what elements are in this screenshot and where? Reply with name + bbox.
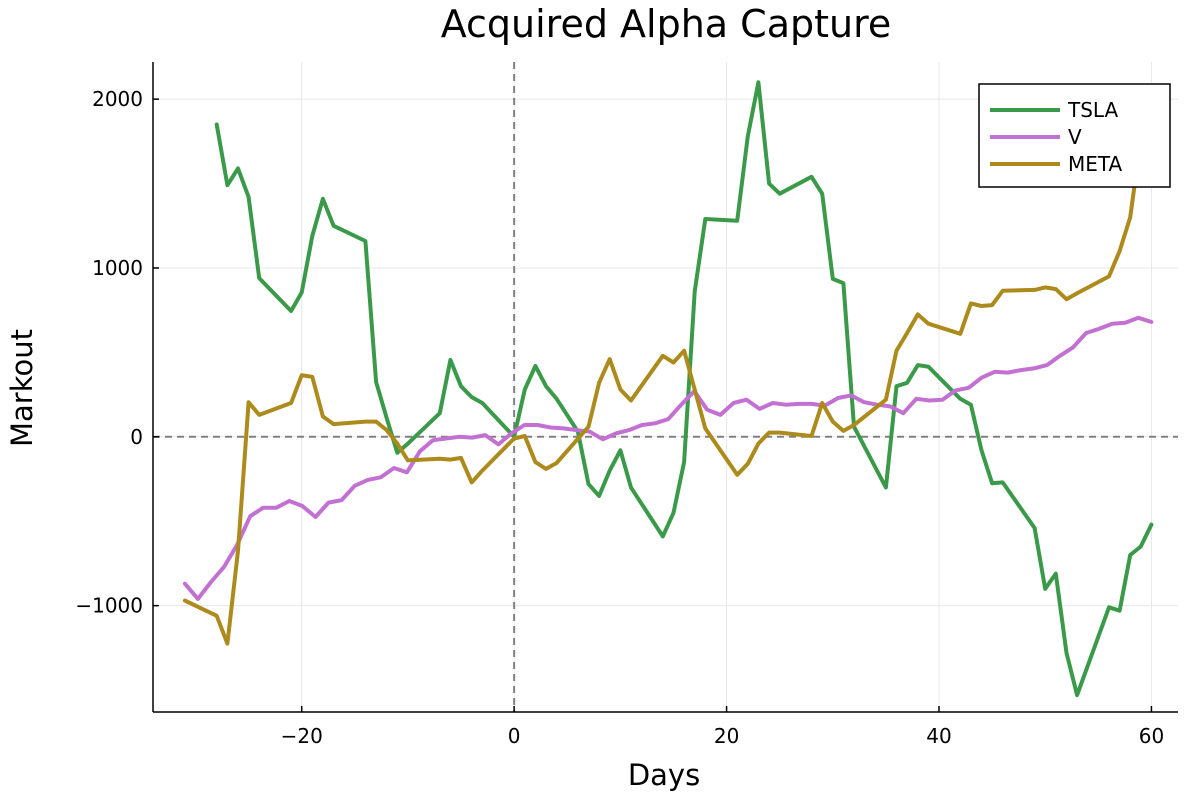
y-tick-label: 0 (130, 425, 143, 449)
series-line-tsla (214, 80, 1154, 698)
x-tick-label: 60 (1139, 724, 1164, 748)
x-axis-label: Days (628, 758, 700, 792)
y-axis-label: Markout (5, 329, 39, 447)
axes (152, 62, 1178, 713)
x-tick-label: −20 (281, 724, 323, 748)
tick-labels: −20 0 20 40 60 −1000 0 1000 2000 (75, 87, 1164, 748)
x-tick-label: 0 (508, 724, 521, 748)
legend-entries: TSLA V META (990, 98, 1123, 176)
legend-label-meta: META (1068, 152, 1123, 176)
y-tick-label: −1000 (75, 594, 143, 618)
reference-lines (153, 62, 1178, 712)
series-line-meta (182, 137, 1154, 646)
legend: TSLA V META (978, 83, 1171, 188)
y-tick-label: 1000 (92, 256, 143, 280)
legend-label-v: V (1068, 125, 1082, 149)
legend-label-tsla: TSLA (1067, 98, 1119, 122)
y-tick-label: 2000 (92, 87, 143, 111)
x-tick-label: 20 (714, 724, 739, 748)
series-line-v (182, 315, 1154, 601)
x-tick-label: 40 (926, 724, 951, 748)
chart-title: Acquired Alpha Capture (441, 2, 892, 46)
series-layer (182, 80, 1154, 698)
